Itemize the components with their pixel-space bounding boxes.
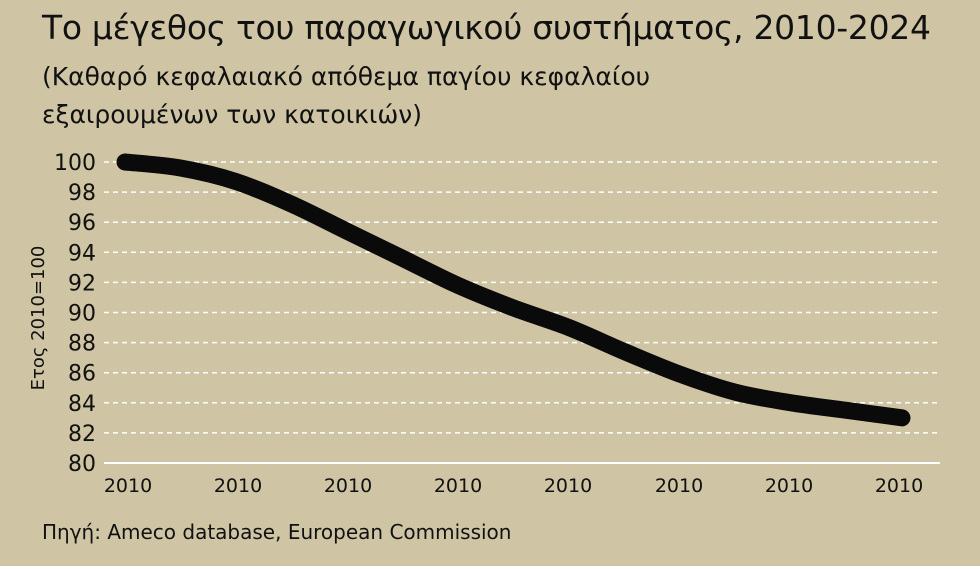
x-tick-label: 2010 bbox=[434, 475, 482, 497]
y-axis-label: Ετος 2010=100 bbox=[28, 246, 49, 391]
y-tick-labels: 100 98 96 94 92 90 88 86 84 82 80 bbox=[54, 151, 96, 477]
y-tick-label: 96 bbox=[68, 211, 96, 236]
x-tick-label: 2010 bbox=[324, 475, 372, 497]
y-tick-label: 98 bbox=[68, 181, 96, 206]
chart-subtitle: (Καθαρό κεφαλαιακό απόθεμα παγίου κεφαλα… bbox=[42, 62, 651, 129]
x-tick-label: 2010 bbox=[104, 475, 152, 497]
data-point bbox=[790, 402, 792, 404]
x-tick-label: 2010 bbox=[655, 475, 703, 497]
x-tick-label: 2010 bbox=[875, 475, 923, 497]
y-tick-label: 94 bbox=[68, 241, 96, 266]
data-point bbox=[568, 327, 570, 329]
y-tick-label: 80 bbox=[68, 452, 96, 477]
x-tick-label: 2010 bbox=[214, 475, 262, 497]
data-point bbox=[180, 167, 181, 169]
data-point bbox=[346, 230, 348, 232]
y-tick-label: 86 bbox=[68, 362, 96, 387]
x-tick-label: 2010 bbox=[544, 475, 592, 497]
y-tick-label: 90 bbox=[68, 302, 96, 327]
x-tick-label: 2010 bbox=[765, 475, 813, 497]
data-point bbox=[291, 203, 292, 205]
chart-title: Το μέγεθος του παραγωγικού συστήματος, 2… bbox=[42, 8, 931, 47]
series-group bbox=[116, 153, 911, 427]
data-point bbox=[624, 351, 625, 353]
y-tick-label: 100 bbox=[54, 151, 96, 176]
x-tick-labels: 2010 2010 2010 2010 2010 2010 2010 2010 bbox=[104, 475, 923, 497]
data-point bbox=[679, 373, 681, 375]
y-tick-label: 82 bbox=[68, 422, 96, 447]
data-point bbox=[846, 409, 847, 411]
y-tick-label: 92 bbox=[68, 271, 96, 296]
data-point bbox=[513, 307, 514, 309]
y-tick-label: 84 bbox=[68, 392, 96, 417]
series-line bbox=[116, 153, 911, 427]
data-point bbox=[901, 417, 903, 419]
data-point bbox=[457, 284, 459, 286]
y-tick-label: 88 bbox=[68, 332, 96, 357]
source-note: Πηγή: Ameco database, European Commissio… bbox=[42, 520, 512, 544]
data-point bbox=[735, 391, 736, 393]
data-point bbox=[235, 181, 237, 183]
data-point bbox=[124, 161, 126, 163]
data-point bbox=[402, 257, 403, 259]
